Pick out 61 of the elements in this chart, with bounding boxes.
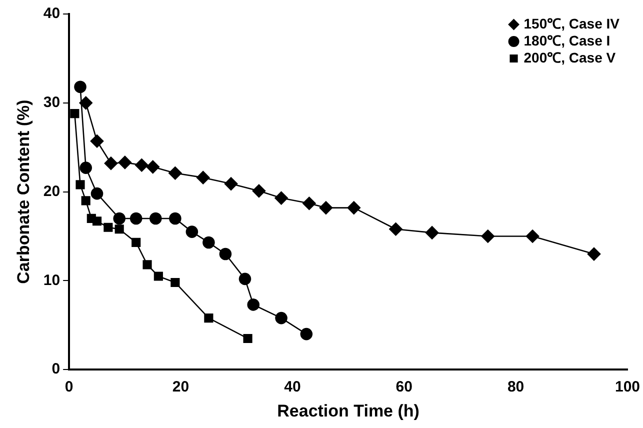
point: [425, 226, 439, 240]
point: [319, 201, 333, 214]
point: [154, 272, 163, 281]
point: [114, 224, 124, 234]
point: [238, 272, 252, 286]
x-tick-label: 80: [507, 378, 524, 396]
legend-label: 180℃, Case I: [524, 32, 610, 48]
x-tick-label: 40: [284, 378, 301, 396]
x-tick-label: 60: [396, 378, 412, 396]
point: [81, 196, 90, 206]
point: [347, 201, 361, 214]
point: [92, 216, 102, 226]
x-tick-label: 20: [172, 378, 190, 396]
point: [196, 170, 210, 184]
point: [170, 278, 180, 288]
point: [130, 212, 142, 225]
point: [79, 96, 92, 110]
point: [186, 226, 198, 238]
point: [80, 162, 92, 174]
point: [389, 222, 402, 236]
x-tick-label: 0: [64, 378, 74, 396]
point: [104, 156, 118, 170]
point: [113, 212, 126, 225]
point: [204, 314, 214, 323]
point: [90, 187, 104, 200]
y-tick-label: 0: [52, 360, 60, 378]
legend-label: 150℃, Case IV: [524, 15, 620, 32]
point: [300, 328, 313, 340]
point: [169, 212, 182, 225]
point: [302, 196, 316, 210]
y-axis-title: Carbonate Content (%): [14, 100, 33, 284]
point: [90, 134, 104, 148]
point: [149, 212, 162, 225]
x-tick-label: 100: [614, 378, 640, 396]
legend-label: 200℃, Case V: [524, 49, 616, 66]
point: [247, 298, 260, 311]
point: [587, 247, 601, 261]
point: [146, 160, 160, 174]
point: [168, 166, 182, 180]
point: [118, 156, 132, 170]
point: [224, 177, 238, 190]
point: [274, 191, 288, 205]
point: [135, 158, 148, 172]
point: [481, 230, 495, 243]
point: [275, 312, 288, 324]
point: [74, 80, 86, 94]
y-tick-label: 10: [43, 272, 60, 289]
point: [104, 222, 113, 232]
point: [132, 238, 141, 248]
y-tick-label: 30: [43, 94, 60, 112]
point: [526, 230, 540, 243]
y-tick-label: 20: [43, 182, 60, 200]
y-tick-label: 40: [43, 5, 60, 22]
point: [142, 260, 152, 270]
point: [219, 248, 232, 260]
point: [76, 180, 85, 190]
point: [202, 236, 215, 249]
point: [252, 184, 266, 198]
x-axis-title: Reaction Time (h): [277, 401, 420, 420]
point: [243, 334, 252, 344]
point: [70, 109, 80, 118]
